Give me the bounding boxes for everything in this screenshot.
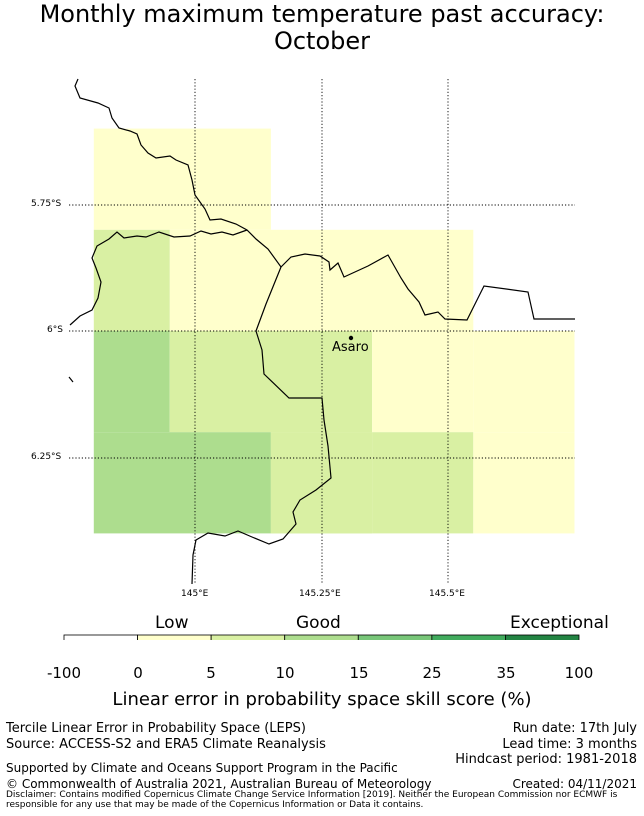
map-title: Monthly maximum temperature past accurac… <box>39 0 605 28</box>
lon-label-145-25: 145.25°E <box>299 589 341 599</box>
footer-support: Supported by Climate and Oceans Support … <box>6 761 398 775</box>
coastline-boundaries <box>68 78 575 585</box>
footer-created: Created: 04/11/2021 <box>512 777 637 791</box>
west-coastline <box>69 229 248 326</box>
lat-label-6: 6°S <box>47 325 63 335</box>
footer-run-date: Run date: 17th July <box>512 721 637 736</box>
lon-label-145: 145°E <box>181 589 209 599</box>
map-subtitle: October <box>273 27 371 55</box>
colorbar-tick: 35 <box>496 664 516 682</box>
skill-cell <box>473 331 575 433</box>
colorbar-segment <box>210 634 286 640</box>
footer-copyright: © Commonwealth of Australia 2021, Austra… <box>6 777 432 791</box>
colorbar-segment <box>137 634 212 640</box>
map-canvas <box>63 78 580 640</box>
skill-cell <box>93 229 170 331</box>
boundary-north <box>255 266 282 332</box>
colorbar-tick: 25 <box>422 664 442 682</box>
skill-cell <box>93 128 271 230</box>
colorbar-axis-label: Linear error in probability space skill … <box>112 689 532 710</box>
footer-source: Source: ACCESS-S2 and ERA5 Climate Reana… <box>6 737 326 752</box>
colorbar-word-low: Low <box>155 613 189 633</box>
skill-cell <box>270 432 373 534</box>
colorbar-segment <box>63 634 138 640</box>
skill-cell <box>372 432 474 534</box>
colorbar-segment <box>357 634 433 640</box>
colorbar-tick: 15 <box>349 664 369 682</box>
colorbar-tick: 5 <box>206 664 216 682</box>
coast-fragment <box>68 376 74 383</box>
skill-cell <box>169 229 474 331</box>
skill-cell <box>169 331 373 433</box>
lat-label-5-75: 5.75°S <box>31 199 62 209</box>
colorbar <box>63 634 580 640</box>
colorbar-tick: 100 <box>564 664 594 682</box>
coastline <box>74 78 575 321</box>
colorbar-tick: 10 <box>275 664 295 682</box>
skill-cell <box>473 432 575 534</box>
colorbar-segment <box>505 634 580 640</box>
skill-cell <box>93 432 271 534</box>
colorbar-segment <box>431 634 506 640</box>
skill-cell <box>372 331 474 433</box>
lat-label-6-25: 6.25°S <box>31 452 62 462</box>
skill-grid-cells <box>93 128 575 534</box>
footer-disclaimer: Disclaimer: Contains modified Copernicus… <box>6 790 618 810</box>
colorbar-tick: 0 <box>133 664 143 682</box>
colorbar-word-exceptional: Exceptional <box>510 613 609 633</box>
lon-label-145-5: 145.5°E <box>429 589 465 599</box>
footer-method: Tercile Linear Error in Probability Spac… <box>6 721 306 736</box>
colorbar-word-good: Good <box>296 613 341 633</box>
colorbar-segment <box>284 634 359 640</box>
colorbar-tick: -100 <box>46 664 82 682</box>
footer-hindcast: Hindcast period: 1981-2018 <box>455 752 637 767</box>
skill-cell <box>93 331 170 433</box>
asaro-marker <box>348 335 354 341</box>
province-boundary <box>191 330 332 585</box>
graticule <box>69 79 575 584</box>
place-label-asaro: Asaro <box>332 340 369 355</box>
footer-lead-time: Lead time: 3 months <box>502 737 637 752</box>
